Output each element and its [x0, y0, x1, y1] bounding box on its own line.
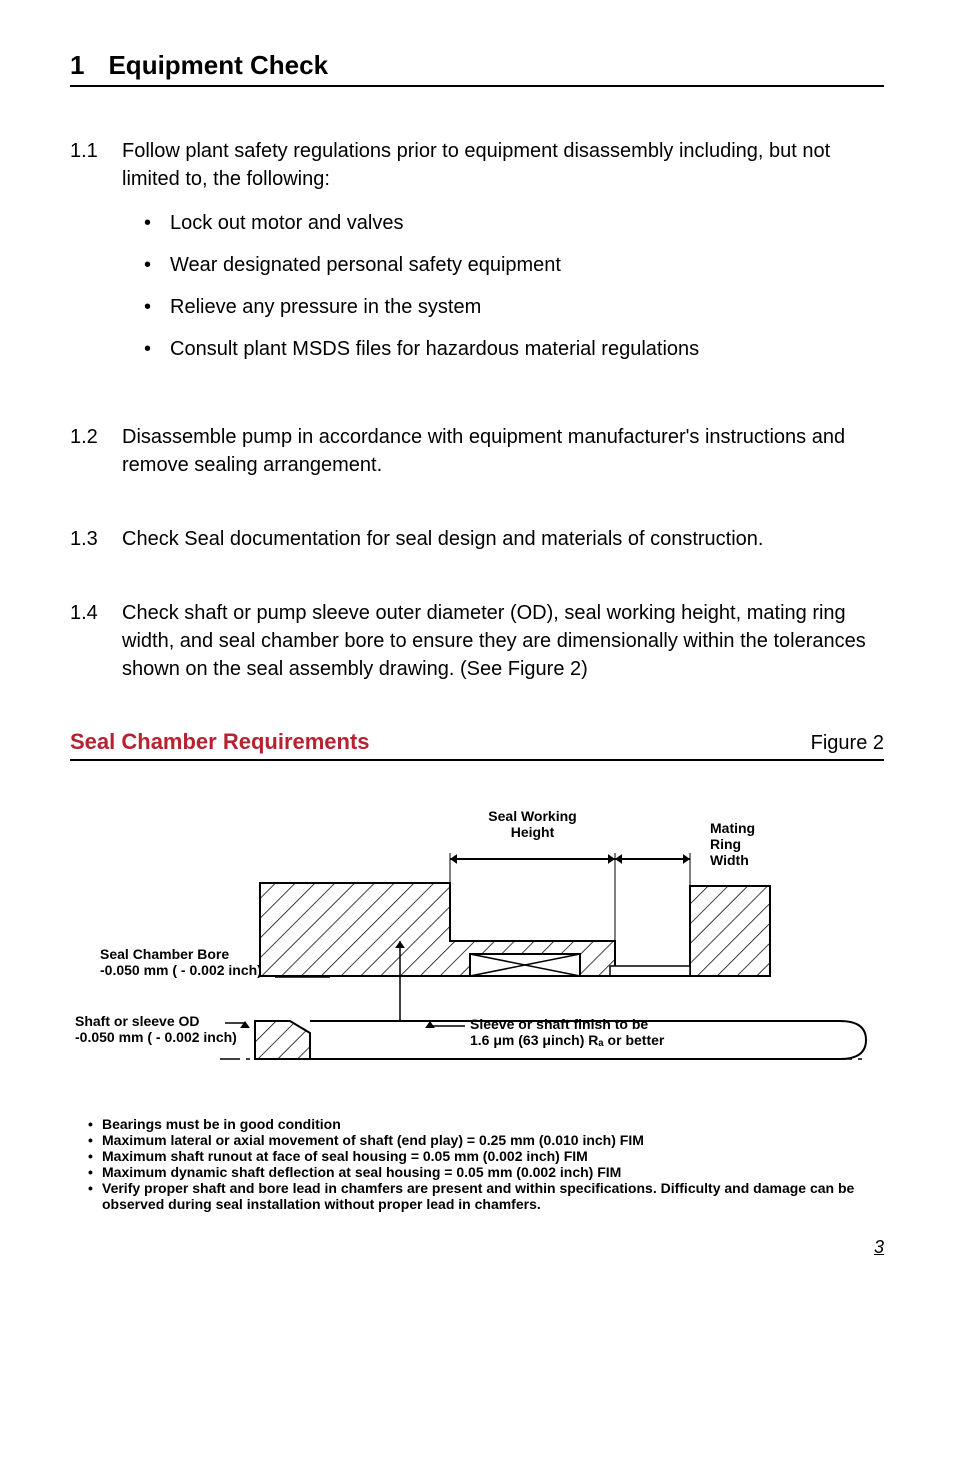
bullet-item: Consult plant MSDS files for hazardous m…: [144, 335, 884, 363]
item-number: 1.4: [70, 599, 122, 683]
section-header: 1 Equipment Check: [70, 50, 884, 87]
note-item: Maximum lateral or axial movement of sha…: [88, 1132, 884, 1148]
svg-text:Shaft or sleeve OD-0.050 mm (: Shaft or sleeve OD-0.050 mm ( - 0.002 in…: [75, 1013, 237, 1045]
numbered-item: 1.4Check shaft or pump sleeve outer diam…: [70, 599, 884, 683]
item-text: Check shaft or pump sleeve outer diamete…: [122, 599, 884, 683]
page-number: 3: [70, 1237, 884, 1258]
bullet-item: Wear designated personal safety equipmen…: [144, 251, 884, 279]
figure-diagram: Seal WorkingHeight MatingRingWidth Seal Ch…: [70, 791, 884, 1096]
item-text: Disassemble pump in accordance with equi…: [122, 423, 884, 479]
item-number: 1.2: [70, 423, 122, 479]
svg-text:MatingRingWidth: MatingRingWidth: [710, 820, 755, 868]
numbered-item: 1.1Follow plant safety regulations prior…: [70, 137, 884, 377]
svg-text:Sleeve or shaft finish to be1.: Sleeve or shaft finish to be1.6 μm (63 μ…: [470, 1016, 665, 1048]
svg-text:Seal WorkingHeight: Seal WorkingHeight: [488, 808, 576, 840]
numbered-item: 1.2Disassemble pump in accordance with e…: [70, 423, 884, 479]
item-body: Check shaft or pump sleeve outer diamete…: [122, 599, 884, 683]
item-number: 1.1: [70, 137, 122, 377]
bullet-item: Lock out motor and valves: [144, 209, 884, 237]
item-text: Check Seal documentation for seal design…: [122, 525, 884, 553]
section-title: Equipment Check: [108, 50, 328, 80]
note-item: Maximum dynamic shaft deflection at seal…: [88, 1164, 884, 1180]
note-item: Bearings must be in good condition: [88, 1116, 884, 1132]
figure-header: Seal Chamber Requirements Figure 2: [70, 729, 884, 761]
figure-title: Seal Chamber Requirements: [70, 729, 370, 755]
item-body: Disassemble pump in accordance with equi…: [122, 423, 884, 479]
items-container: 1.1Follow plant safety regulations prior…: [70, 137, 884, 683]
notes-list: Bearings must be in good conditionMaximu…: [70, 1116, 884, 1213]
item-text: Follow plant safety regulations prior to…: [122, 137, 884, 193]
numbered-item: 1.3Check Seal documentation for seal des…: [70, 525, 884, 553]
note-item: Maximum shaft runout at face of seal hou…: [88, 1148, 884, 1164]
note-item: Verify proper shaft and bore lead in cha…: [88, 1180, 884, 1212]
item-number: 1.3: [70, 525, 122, 553]
bullet-item: Relieve any pressure in the system: [144, 293, 884, 321]
item-bullets: Lock out motor and valves Wear designated…: [122, 209, 884, 363]
item-body: Check Seal documentation for seal design…: [122, 525, 884, 553]
svg-text:Seal Chamber Bore-0.050 mm ( -: Seal Chamber Bore-0.050 mm ( - 0.002 inc…: [100, 946, 262, 978]
item-body: Follow plant safety regulations prior to…: [122, 137, 884, 377]
section-number: 1: [70, 50, 84, 80]
figure-label: Figure 2: [811, 732, 884, 755]
